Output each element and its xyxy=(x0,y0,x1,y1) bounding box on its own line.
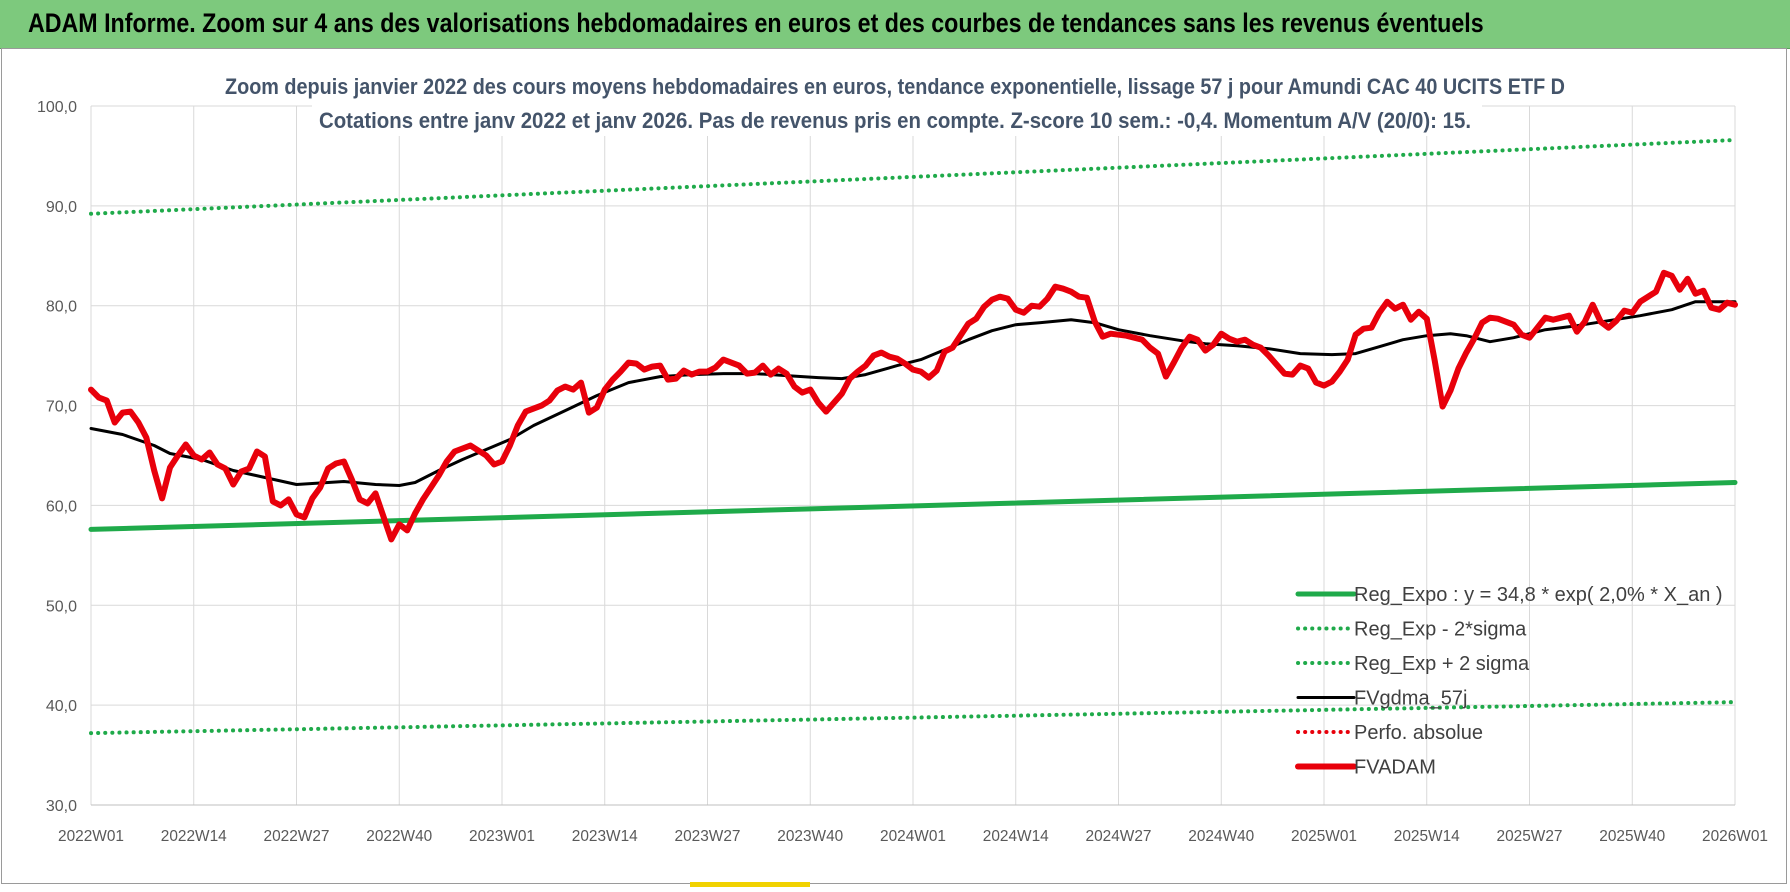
x-tick-label: 2024W27 xyxy=(1086,828,1152,845)
y-tick-label: 60,0 xyxy=(46,498,77,515)
x-tick-label: 2023W01 xyxy=(469,828,535,845)
x-tick-label: 2025W01 xyxy=(1291,828,1357,845)
x-tick-label: 2026W01 xyxy=(1702,828,1768,845)
series-line-5 xyxy=(88,269,1738,543)
y-tick-label: 50,0 xyxy=(46,598,77,615)
legend-label: FVADAM xyxy=(1354,757,1436,779)
y-tick-label: 80,0 xyxy=(46,299,77,316)
chart-legend: Reg_Expo : y = 34,8 * exp( 2,0% * X_an )… xyxy=(1295,584,1723,779)
x-tick-label: 2022W27 xyxy=(264,828,330,845)
series-line-2 xyxy=(89,138,1737,216)
y-tick-label: 30,0 xyxy=(46,798,77,815)
x-tick-label: 2023W27 xyxy=(675,828,741,845)
x-tick-label: 2024W14 xyxy=(983,828,1049,845)
y-tick-label: 40,0 xyxy=(46,698,77,715)
legend-label: Reg_Exp - 2*sigma xyxy=(1354,619,1527,641)
x-tick-label: 2022W14 xyxy=(161,828,227,845)
title-background xyxy=(216,70,1572,102)
subtitle-background xyxy=(312,104,1482,136)
legend-label: Perfo. absolue xyxy=(1354,722,1483,744)
x-tick-label: 2025W40 xyxy=(1599,828,1665,845)
legend-label: Reg_Expo : y = 34,8 * exp( 2,0% * X_an ) xyxy=(1354,584,1723,606)
y-tick-label: 70,0 xyxy=(46,399,77,416)
x-tick-label: 2025W14 xyxy=(1394,828,1460,845)
series-line-3 xyxy=(89,300,1737,487)
chart-title-group: Zoom depuis janvier 2022 des cours moyen… xyxy=(216,70,1572,136)
x-tick-label: 2023W40 xyxy=(777,828,843,845)
legend-label: FVgdma_57j xyxy=(1354,688,1467,710)
sheet-tab-indicator xyxy=(690,882,810,887)
x-tick-label: 2025W27 xyxy=(1497,828,1563,845)
legend-label: Reg_Exp + 2 sigma xyxy=(1354,653,1530,675)
report-title: ADAM Informe. Zoom sur 4 ans des valoris… xyxy=(28,8,1484,38)
y-tick-label: 90,0 xyxy=(46,199,77,216)
chart-frame xyxy=(1,48,1787,884)
series-line-0 xyxy=(88,480,1738,532)
x-tick-label: 2024W40 xyxy=(1188,828,1254,845)
report-banner: ADAM Informe. Zoom sur 4 ans des valoris… xyxy=(0,0,1790,49)
series-line-1 xyxy=(89,700,1737,736)
x-tick-label: 2023W14 xyxy=(572,828,638,845)
y-tick-label: 100,0 xyxy=(37,99,77,116)
x-tick-label: 2022W01 xyxy=(58,828,124,845)
chart-subtitle: Cotations entre janv 2022 et janv 2026. … xyxy=(319,108,1471,133)
chart-title: Zoom depuis janvier 2022 des cours moyen… xyxy=(225,74,1565,99)
x-tick-label: 2024W01 xyxy=(880,828,946,845)
x-tick-label: 2022W40 xyxy=(366,828,432,845)
